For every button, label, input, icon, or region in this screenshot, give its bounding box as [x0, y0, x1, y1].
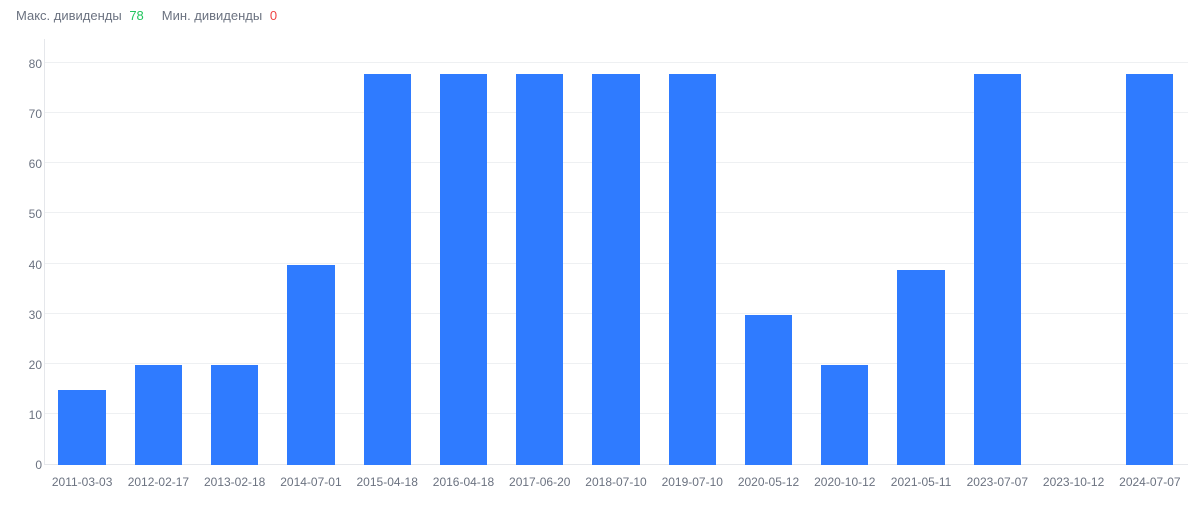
- x-tick-label: 2019-07-10: [654, 469, 730, 493]
- chart-container: Макс. дивиденды 78 Мин. дивиденды 0 0 10 2…: [0, 0, 1200, 510]
- bar[interactable]: [669, 74, 716, 465]
- bars-area: [44, 39, 1188, 465]
- bar[interactable]: [821, 365, 868, 465]
- bar-slot: [730, 39, 806, 465]
- bar-slot: [197, 39, 273, 465]
- bar-slot: [1035, 39, 1111, 465]
- max-div-group: Макс. дивиденды 78: [16, 8, 144, 23]
- chart-header: Макс. дивиденды 78 Мин. дивиденды 0: [12, 8, 1188, 23]
- bar[interactable]: [974, 74, 1021, 465]
- x-tick-label: 2018-07-10: [578, 469, 654, 493]
- bar-chart: 01020304050607080 2011-03-032012-02-1720…: [12, 33, 1188, 493]
- max-div-label: Макс. дивиденды: [16, 8, 122, 23]
- y-tick-label: 0: [12, 458, 42, 472]
- bar[interactable]: [897, 270, 944, 465]
- min-div-label: Мин. дивиденды: [162, 8, 262, 23]
- bar-slot: [959, 39, 1035, 465]
- x-tick-label: 2023-07-07: [959, 469, 1035, 493]
- x-tick-label: 2020-05-12: [730, 469, 806, 493]
- bar-slot: [44, 39, 120, 465]
- x-tick-label: 2013-02-18: [197, 469, 273, 493]
- bar-slot: [273, 39, 349, 465]
- x-tick-label: 2021-05-11: [883, 469, 959, 493]
- bar-slot: [1112, 39, 1188, 465]
- bar-slot: [502, 39, 578, 465]
- y-tick-label: 50: [12, 207, 42, 221]
- bar-slot: [349, 39, 425, 465]
- y-tick-label: 80: [12, 57, 42, 71]
- y-tick-label: 40: [12, 258, 42, 272]
- bar[interactable]: [58, 390, 105, 465]
- x-tick-label: 2011-03-03: [44, 469, 120, 493]
- bar[interactable]: [516, 74, 563, 465]
- x-tick-label: 2020-10-12: [807, 469, 883, 493]
- y-tick-label: 20: [12, 358, 42, 372]
- min-div-group: Мин. дивиденды 0: [162, 8, 277, 23]
- y-tick-label: 30: [12, 308, 42, 322]
- x-axis-labels: 2011-03-032012-02-172013-02-182014-07-01…: [44, 469, 1188, 493]
- y-tick-label: 70: [12, 107, 42, 121]
- x-tick-label: 2012-02-17: [120, 469, 196, 493]
- bar[interactable]: [135, 365, 182, 465]
- bar-slot: [883, 39, 959, 465]
- bar[interactable]: [211, 365, 258, 465]
- x-tick-label: 2015-04-18: [349, 469, 425, 493]
- bar-slot: [425, 39, 501, 465]
- bar[interactable]: [287, 265, 334, 465]
- bar[interactable]: [440, 74, 487, 465]
- bar[interactable]: [364, 74, 411, 465]
- y-tick-label: 60: [12, 157, 42, 171]
- bar[interactable]: [745, 315, 792, 465]
- x-tick-label: 2023-10-12: [1035, 469, 1111, 493]
- x-tick-label: 2016-04-18: [425, 469, 501, 493]
- x-tick-label: 2024-07-07: [1112, 469, 1188, 493]
- x-tick-label: 2014-07-01: [273, 469, 349, 493]
- bar[interactable]: [1126, 74, 1173, 465]
- bar-slot: [120, 39, 196, 465]
- bar[interactable]: [592, 74, 639, 465]
- min-div-value: 0: [270, 8, 277, 23]
- bar-slot: [654, 39, 730, 465]
- x-tick-label: 2017-06-20: [502, 469, 578, 493]
- y-tick-label: 10: [12, 408, 42, 422]
- bar-slot: [578, 39, 654, 465]
- max-div-value: 78: [129, 8, 143, 23]
- bar-slot: [807, 39, 883, 465]
